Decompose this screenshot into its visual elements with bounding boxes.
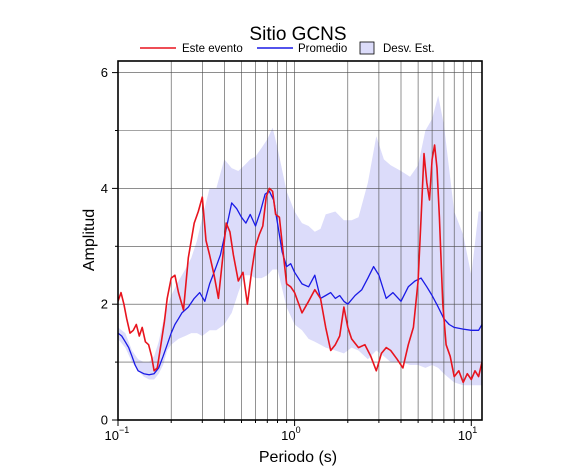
y-tick-label: 6 [101, 65, 108, 80]
x-tick-exponent: −1 [119, 425, 129, 435]
chart-title: Sitio GCNS [249, 24, 346, 45]
x-tick-base: 10 [105, 428, 119, 443]
x-tick-label: 10 0 [281, 425, 300, 443]
x-tick-base: 10 [458, 428, 472, 443]
plot-frame [117, 60, 483, 421]
legend-label: Este evento [182, 43, 243, 55]
series-line-event [118, 144, 482, 384]
y-tick-label: 2 [101, 297, 108, 312]
ticks [112, 72, 472, 426]
series-line-average [118, 190, 482, 376]
y-tick-label: 0 [101, 413, 108, 428]
x-tick-base: 10 [281, 428, 295, 443]
legend-swatch-band [359, 41, 375, 55]
y-tick-label: 4 [101, 181, 108, 196]
legend-label: Promedio [298, 43, 347, 55]
std-band [118, 95, 482, 386]
legend-label: Desv. Est. [383, 43, 435, 55]
x-tick-label: 10 1 [458, 425, 477, 443]
x-tick-label: 10 −1 [105, 425, 130, 443]
y-axis-label: Amplitud [81, 209, 98, 271]
x-axis-label: Periodo (s) [259, 449, 337, 466]
x-tick-exponent: 1 [472, 425, 477, 435]
x-tick-exponent: 0 [296, 425, 301, 435]
legend: Este evento Promedio Desv. Est. [140, 41, 435, 55]
